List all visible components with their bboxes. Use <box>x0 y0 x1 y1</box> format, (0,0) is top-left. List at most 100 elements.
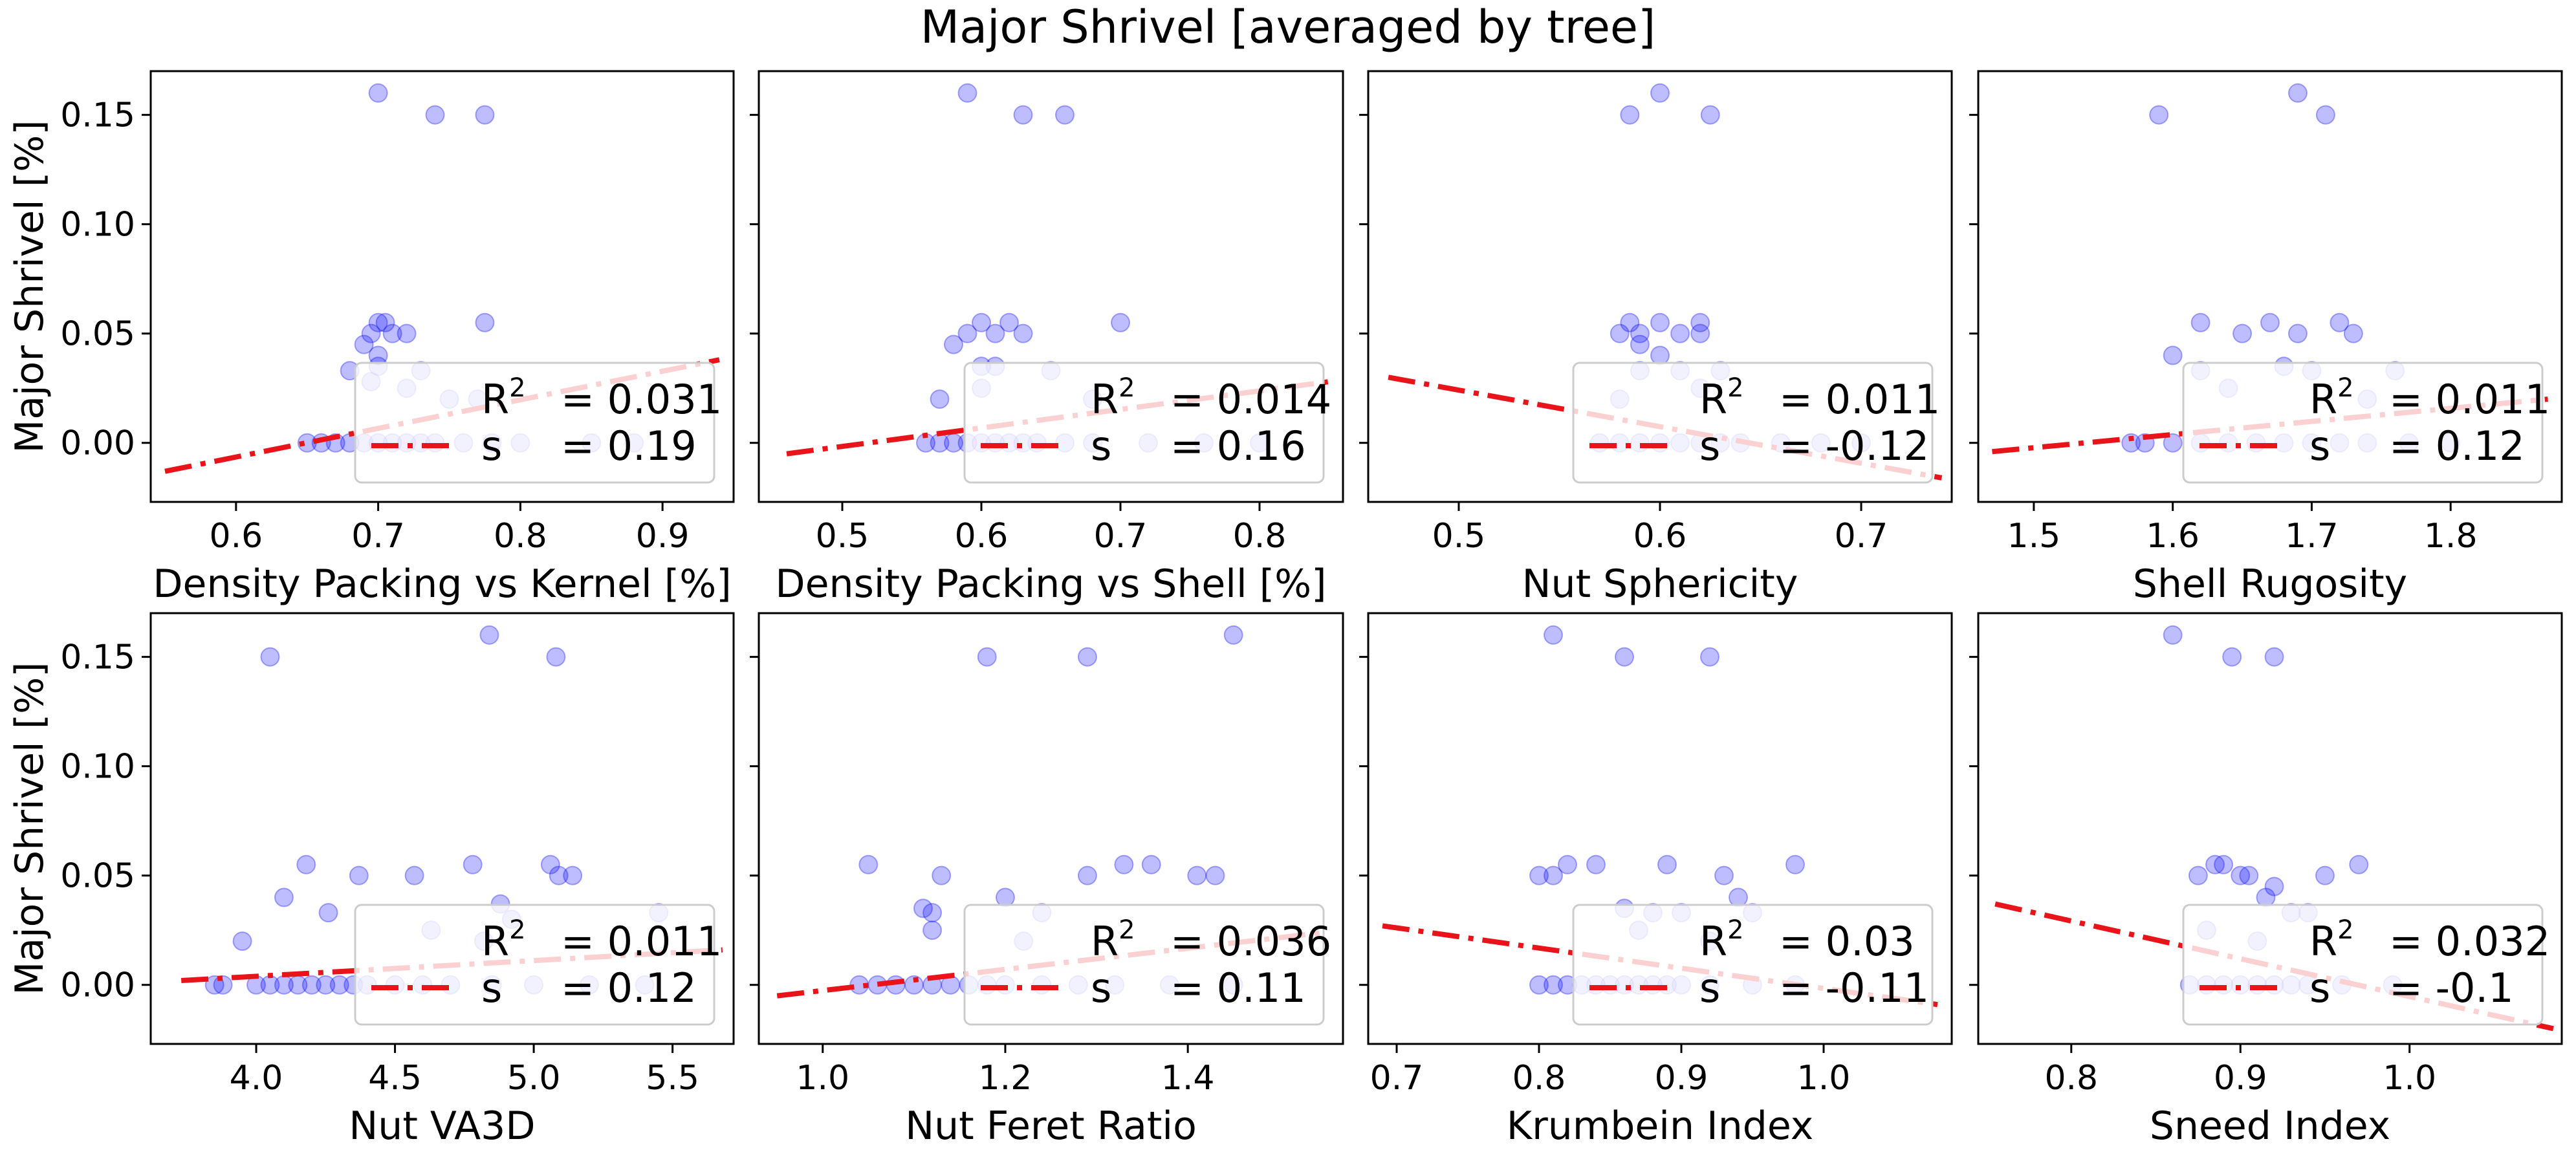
scatter-point <box>2222 647 2242 667</box>
scatter-point <box>475 312 495 332</box>
scatter-point <box>913 898 933 918</box>
scatter-point <box>1650 345 1670 365</box>
legend-box <box>2182 362 2544 484</box>
scatter-point <box>368 83 388 103</box>
x-axis-label: Nut VA3D <box>349 1103 535 1149</box>
x-tick-label: 0.6 <box>955 517 1009 556</box>
scatter-point <box>922 920 943 940</box>
legend-r2-value: = 0.011 <box>2389 376 2550 423</box>
x-tick-label: 1.2 <box>979 1059 1032 1098</box>
scatter-point <box>1620 105 1640 125</box>
scatter-point <box>1657 854 1677 874</box>
y-axis-label: Major Shrivel [%] <box>7 662 52 995</box>
legend-s-label: s <box>481 964 502 1012</box>
y-tick-label: 0.15 <box>60 638 135 677</box>
legend-box <box>963 362 1325 484</box>
legend-s-value: = -0.1 <box>2389 964 2514 1012</box>
legend-s-value: = -0.11 <box>1779 964 1929 1012</box>
scatter-point <box>1529 865 1549 885</box>
scatter-point <box>930 389 950 409</box>
scatter-point <box>977 647 997 667</box>
x-tick-label: 1.0 <box>1797 1059 1851 1098</box>
legend-s-value: = -0.12 <box>1779 422 1929 470</box>
x-tick-label: 0.7 <box>1094 517 1148 556</box>
scatter-point <box>563 865 583 885</box>
scatter-point <box>397 323 417 343</box>
scatter-point <box>1141 854 1161 874</box>
legend-s-label: s <box>1091 422 1111 470</box>
scatter-point <box>1111 312 1130 332</box>
scatter-point <box>1615 647 1634 667</box>
scatter-point <box>368 312 388 332</box>
scatter-point <box>2260 312 2280 332</box>
x-tick-label: 0.6 <box>210 517 263 556</box>
scatter-point <box>972 312 991 332</box>
scatter-point <box>1055 105 1075 125</box>
scatter-point <box>1205 865 1225 885</box>
scatter-point <box>2232 323 2253 343</box>
legend-r2-label: R2 <box>1699 915 1744 965</box>
legend-box <box>2182 904 2544 1026</box>
scatter-point <box>922 903 943 923</box>
scatter-point <box>318 903 338 923</box>
axes-frame <box>758 70 1344 503</box>
legend-s-value: = 0.12 <box>2389 422 2525 470</box>
x-axis-label: Shell Rugosity <box>2133 561 2407 607</box>
scatter-point <box>2343 323 2363 343</box>
legend-r2-value: = 0.031 <box>561 376 722 423</box>
legend-box <box>354 904 715 1026</box>
scatter-point <box>2330 312 2350 332</box>
x-tick-label: 1.0 <box>2383 1059 2436 1098</box>
x-tick-label: 1.0 <box>796 1059 849 1098</box>
x-tick-label: 0.9 <box>1655 1059 1708 1098</box>
legend-s-label: s <box>1699 422 1720 470</box>
x-tick-label: 1.5 <box>2007 517 2061 556</box>
x-axis-label: Sneed Index <box>2150 1103 2390 1149</box>
scatter-point <box>1544 975 1563 995</box>
legend-box <box>963 904 1325 1026</box>
subplot-7: R2 = 0.03 s = -0.11 0.7 0.8 0.9 1.0 Krumbein Ind… <box>1359 612 1953 1149</box>
scatter-point <box>957 83 977 103</box>
scatter-point <box>1544 625 1563 645</box>
x-tick-label: 1.6 <box>2146 517 2199 556</box>
scatter-point <box>316 975 336 995</box>
scatter-point <box>404 865 424 885</box>
scatter-point <box>2163 433 2183 453</box>
x-tick-label: 0.6 <box>1633 517 1687 556</box>
x-tick-label: 4.0 <box>230 1059 283 1098</box>
legend-r2-value: = 0.014 <box>1170 376 1331 423</box>
scatter-point <box>2188 865 2208 885</box>
legend-s-label: s <box>2309 964 2330 1012</box>
subplot-2: R2 = 0.014 s = 0.16 0.5 0.6 0.7 0.8 Density Pack… <box>750 70 1344 607</box>
y-tick-label: 0.10 <box>60 748 135 787</box>
legend-s-label: s <box>1699 964 1720 1012</box>
scatter-point <box>382 323 402 343</box>
x-axis-label: Density Packing vs Kernel [%] <box>153 561 731 607</box>
x-axis-label: Nut Sphericity <box>1522 561 1798 607</box>
y-tick-label: 0.10 <box>60 206 135 244</box>
scatter-point <box>1650 83 1670 103</box>
scatter-point <box>2256 887 2276 907</box>
legend-r2-value: = 0.03 <box>1779 918 1915 965</box>
x-axis-label: Krumbein Index <box>1507 1103 1813 1149</box>
axes-frame <box>1367 612 1953 1045</box>
scatter-point <box>260 647 280 667</box>
y-tick-label: 0.00 <box>60 424 135 463</box>
legend-s-label: s <box>1091 964 1111 1012</box>
scatter-point <box>1187 865 1207 885</box>
scatter-point <box>361 323 381 343</box>
scatter-point <box>1690 312 1710 332</box>
scatter-point <box>1700 105 1720 125</box>
scatter-point <box>475 105 495 125</box>
legend-box <box>1572 904 1934 1026</box>
x-tick-label: 1.4 <box>1161 1059 1215 1098</box>
scatter-point <box>2315 865 2335 885</box>
